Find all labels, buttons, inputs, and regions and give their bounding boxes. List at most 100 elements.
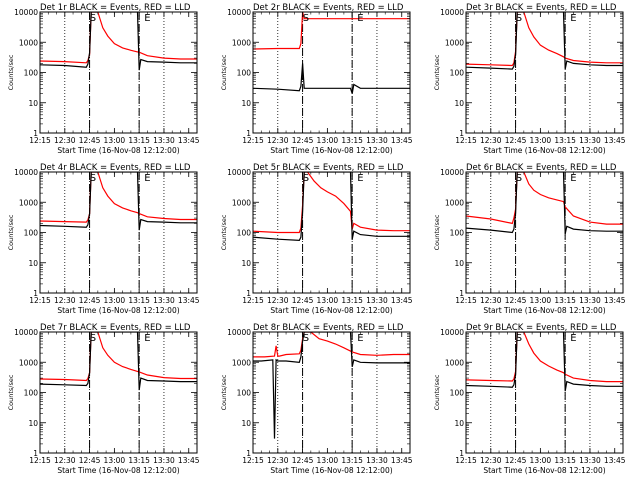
- y-tick-label: 1000: [445, 38, 464, 47]
- x-tick-label: 13:00: [317, 136, 339, 145]
- y-tick-label: 10: [28, 419, 38, 428]
- y-tick-label: 1000: [232, 198, 251, 207]
- x-tick-label: 13:00: [104, 296, 126, 305]
- x-tick-label: 13:30: [153, 296, 175, 305]
- series-line-red: [466, 12, 623, 67]
- x-tick-label: 13:30: [153, 456, 175, 465]
- y-tick-label: 100: [237, 69, 252, 78]
- x-tick-label: 12:15: [455, 296, 477, 305]
- plot-frame: [465, 331, 624, 454]
- x-tick-label: 13:15: [554, 136, 576, 145]
- x-tick-label: 13:30: [366, 136, 388, 145]
- y-tick-label: 1000: [19, 198, 38, 207]
- plot-frame: [39, 11, 198, 134]
- y-axis-label: Counts/sec: [220, 214, 228, 250]
- x-axis-label: Start Time (16-Nov-08 12:12:00): [57, 306, 179, 315]
- y-tick-label: 10: [241, 259, 251, 268]
- y-tick-label: 1: [246, 129, 251, 138]
- x-tick-label: 12:45: [505, 296, 527, 305]
- y-tick-label: 1: [459, 449, 464, 458]
- y-axis-label: Counts/sec: [220, 374, 228, 410]
- marker-label: E: [570, 333, 576, 344]
- x-tick-label: 12:15: [242, 136, 264, 145]
- y-tick-label: 1: [33, 129, 38, 138]
- y-tick-label: 1: [459, 129, 464, 138]
- series-line-black: [466, 332, 623, 392]
- y-tick-label: 10: [28, 99, 38, 108]
- y-tick-label: 10000: [14, 8, 38, 17]
- x-tick-label: 13:45: [178, 296, 200, 305]
- x-tick-label: 13:15: [128, 136, 150, 145]
- x-tick-label: 12:45: [292, 296, 314, 305]
- x-tick-label: 13:00: [317, 456, 339, 465]
- x-axis-label: Start Time (16-Nov-08 12:12:00): [57, 146, 179, 155]
- x-tick-label: 12:45: [79, 296, 101, 305]
- x-tick-label: 12:15: [455, 456, 477, 465]
- x-tick-label: 12:30: [267, 136, 289, 145]
- marker-label: S: [303, 333, 309, 344]
- marker-label: E: [357, 173, 363, 184]
- x-tick-label: 12:15: [29, 136, 51, 145]
- series-line-black: [40, 12, 197, 71]
- marker-label: E: [357, 13, 363, 24]
- marker-label: E: [144, 173, 150, 184]
- series-line-black: [253, 172, 410, 242]
- y-tick-label: 10000: [440, 168, 464, 177]
- y-tick-label: 1: [246, 449, 251, 458]
- x-tick-label: 12:30: [480, 296, 502, 305]
- y-tick-label: 1: [459, 289, 464, 298]
- x-tick-label: 13:15: [554, 456, 576, 465]
- marker-label: S: [303, 13, 309, 24]
- plot-frame: [39, 331, 198, 454]
- x-axis-label: Start Time (16-Nov-08 12:12:00): [483, 146, 605, 155]
- y-tick-label: 10: [454, 99, 464, 108]
- series-line-black: [253, 332, 410, 439]
- y-axis-label: Counts/sec: [7, 54, 15, 90]
- panel-title: Det 4r BLACK = Events, RED = LLD: [40, 163, 191, 173]
- y-tick-label: 1: [33, 449, 38, 458]
- y-tick-label: 10000: [440, 328, 464, 337]
- y-axis-label: Counts/sec: [433, 214, 441, 250]
- y-tick-label: 10000: [227, 8, 251, 17]
- series-line-red: [40, 332, 197, 382]
- series-line-red: [40, 12, 197, 64]
- marker-label: E: [144, 333, 150, 344]
- series-line-red: [466, 172, 623, 225]
- y-tick-label: 10000: [227, 328, 251, 337]
- series-line-black: [253, 63, 410, 94]
- plot-frame: [465, 11, 624, 134]
- marker-label: E: [570, 13, 576, 24]
- x-tick-label: 13:00: [104, 136, 126, 145]
- y-tick-label: 1000: [19, 38, 38, 47]
- x-tick-label: 13:15: [554, 296, 576, 305]
- x-tick-label: 12:15: [242, 456, 264, 465]
- x-tick-label: 13:15: [341, 456, 363, 465]
- y-tick-label: 1000: [445, 198, 464, 207]
- panel-title: Det 7r BLACK = Events, RED = LLD: [40, 323, 191, 333]
- x-axis-label: Start Time (16-Nov-08 12:12:00): [483, 466, 605, 475]
- x-tick-label: 13:45: [391, 136, 413, 145]
- x-tick-label: 13:45: [178, 136, 200, 145]
- marker-label: S: [90, 13, 96, 24]
- x-tick-label: 12:30: [480, 136, 502, 145]
- x-axis-label: Start Time (16-Nov-08 12:12:00): [270, 466, 392, 475]
- panel-title: Det 5r BLACK = Events, RED = LLD: [253, 163, 404, 173]
- x-axis-label: Start Time (16-Nov-08 12:12:00): [270, 146, 392, 155]
- series-line-red: [466, 332, 623, 383]
- marker-label: S: [90, 173, 96, 184]
- plot-frame: [465, 171, 624, 294]
- y-tick-label: 1000: [19, 358, 38, 367]
- plot-frame: [252, 11, 411, 134]
- y-tick-label: 100: [450, 69, 465, 78]
- x-tick-label: 13:00: [317, 296, 339, 305]
- x-tick-label: 12:30: [267, 296, 289, 305]
- y-tick-label: 1: [246, 289, 251, 298]
- x-tick-label: 13:30: [579, 456, 601, 465]
- x-tick-label: 12:30: [54, 456, 76, 465]
